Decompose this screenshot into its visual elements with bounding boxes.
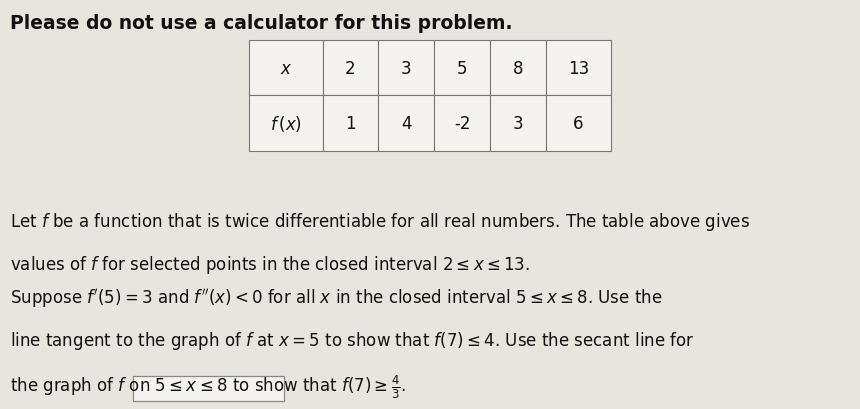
Text: 6: 6 [573,115,584,133]
Text: -2: -2 [454,115,470,133]
Text: values of $f$ for selected points in the closed interval $2 \leq x \leq 13$.: values of $f$ for selected points in the… [10,254,531,276]
Text: 2: 2 [345,60,356,77]
Bar [133,376,284,401]
Text: Suppose $f'(5) = 3$ and $f''(x) < 0$ for all $x$ in the closed interval $5 \leq : Suppose $f'(5) = 3$ and $f''(x) < 0$ for… [10,286,663,309]
Bar [434,41,490,96]
Text: Please do not use a calculator for this problem.: Please do not use a calculator for this … [10,14,513,33]
Text: Let $f$ be a function that is twice differentiable for all real numbers. The tab: Let $f$ be a function that is twice diff… [10,211,750,233]
Text: 8: 8 [513,60,524,77]
Bar [546,41,611,96]
Bar [249,41,322,96]
Bar [434,96,490,151]
Text: the graph of $f$ on $5 \leq x \leq 8$ to show that $f(7) \geq \frac{4}{3}$.: the graph of $f$ on $5 \leq x \leq 8$ to… [10,372,407,400]
Bar [546,96,611,151]
Bar [249,96,322,151]
Bar [490,41,546,96]
Text: line tangent to the graph of $f$ at $x = 5$ to show that $f(7) \leq 4$. Use the : line tangent to the graph of $f$ at $x =… [10,329,695,351]
Text: 3: 3 [401,60,412,77]
Bar [490,96,546,151]
Bar [322,96,378,151]
Text: $x$: $x$ [280,60,292,77]
Bar [322,41,378,96]
Text: $f\,(x)$: $f\,(x)$ [270,114,302,134]
Text: 1: 1 [345,115,356,133]
Bar [378,96,434,151]
Text: 5: 5 [457,60,468,77]
Text: 13: 13 [568,60,589,77]
Text: 3: 3 [513,115,524,133]
Bar [378,41,434,96]
Text: 4: 4 [401,115,412,133]
